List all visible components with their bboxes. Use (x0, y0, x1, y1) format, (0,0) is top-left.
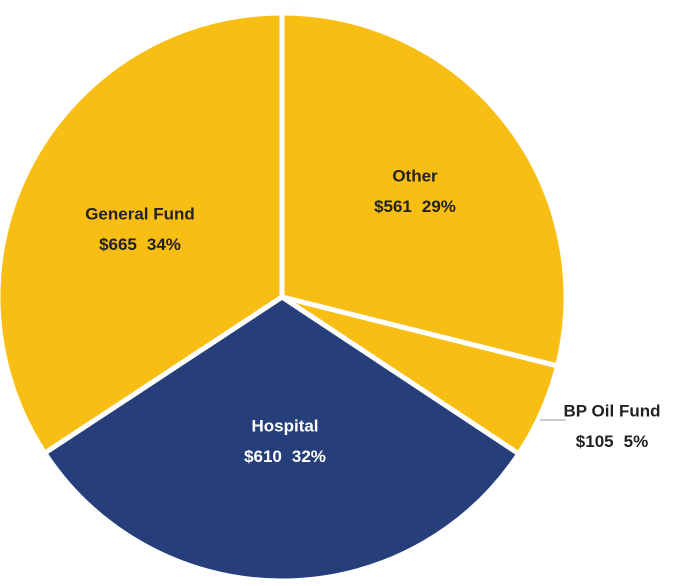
slice-label: Hospital (251, 416, 318, 435)
value-label: $610 (244, 447, 282, 466)
slice-value: $665 34% (99, 235, 181, 254)
percent-label: 29% (422, 197, 456, 216)
pie-slice (279, 10, 569, 369)
value-label: $561 (374, 197, 412, 216)
slice-value: $105 5% (576, 432, 648, 451)
value-label: $665 (99, 235, 137, 254)
percent-label: 34% (147, 235, 181, 254)
value-label: $105 (576, 432, 614, 451)
slice-value: $610 32% (244, 447, 326, 466)
slice-label: Other (392, 166, 438, 185)
pie-slice (42, 294, 522, 584)
slice-value: $561 29% (374, 197, 456, 216)
slice-label: General Fund (85, 204, 195, 223)
slice-label: BP Oil Fund (564, 401, 661, 420)
percent-label: 5% (624, 432, 649, 451)
percent-label: 32% (292, 447, 326, 466)
pie-slice (0, 10, 285, 456)
